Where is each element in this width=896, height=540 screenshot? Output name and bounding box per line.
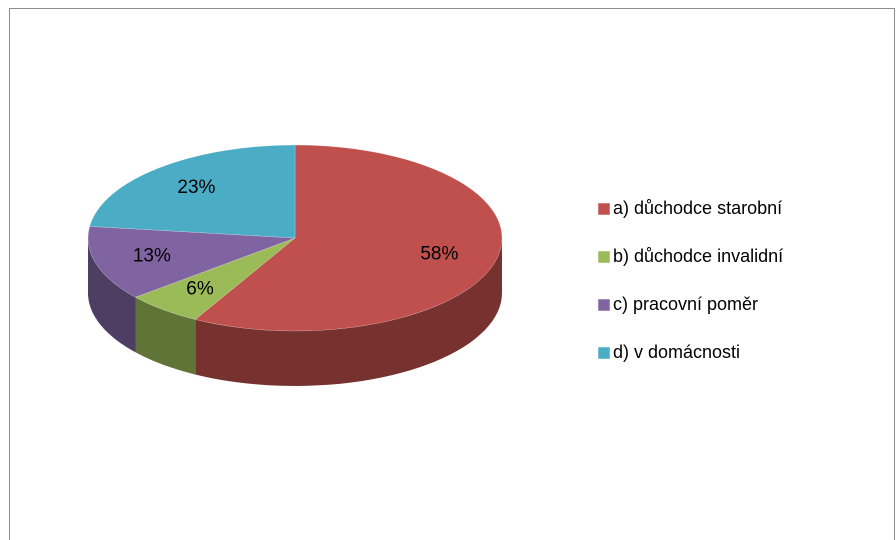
data-label: 58% (420, 244, 458, 265)
legend-label: d) v domácnosti (613, 342, 740, 362)
slice (134, 237, 296, 320)
legend-swatch (597, 298, 611, 312)
data-label: 6% (186, 279, 214, 300)
legend-swatch (597, 202, 611, 216)
legend-swatch (597, 346, 611, 360)
legend-swatch (597, 250, 611, 264)
slice-side (195, 238, 503, 386)
legend-label: a) důchodce starobní (613, 198, 782, 218)
legend-label: b) důchodce invalidní (613, 246, 783, 266)
legend-label: c) pracovní poměr (613, 294, 758, 314)
data-label: 23% (177, 177, 215, 198)
slice-side (135, 297, 196, 375)
slice-side (88, 238, 136, 353)
data-label: 13% (133, 246, 171, 267)
slice (194, 144, 503, 332)
slice (89, 144, 296, 239)
slice (87, 226, 296, 298)
